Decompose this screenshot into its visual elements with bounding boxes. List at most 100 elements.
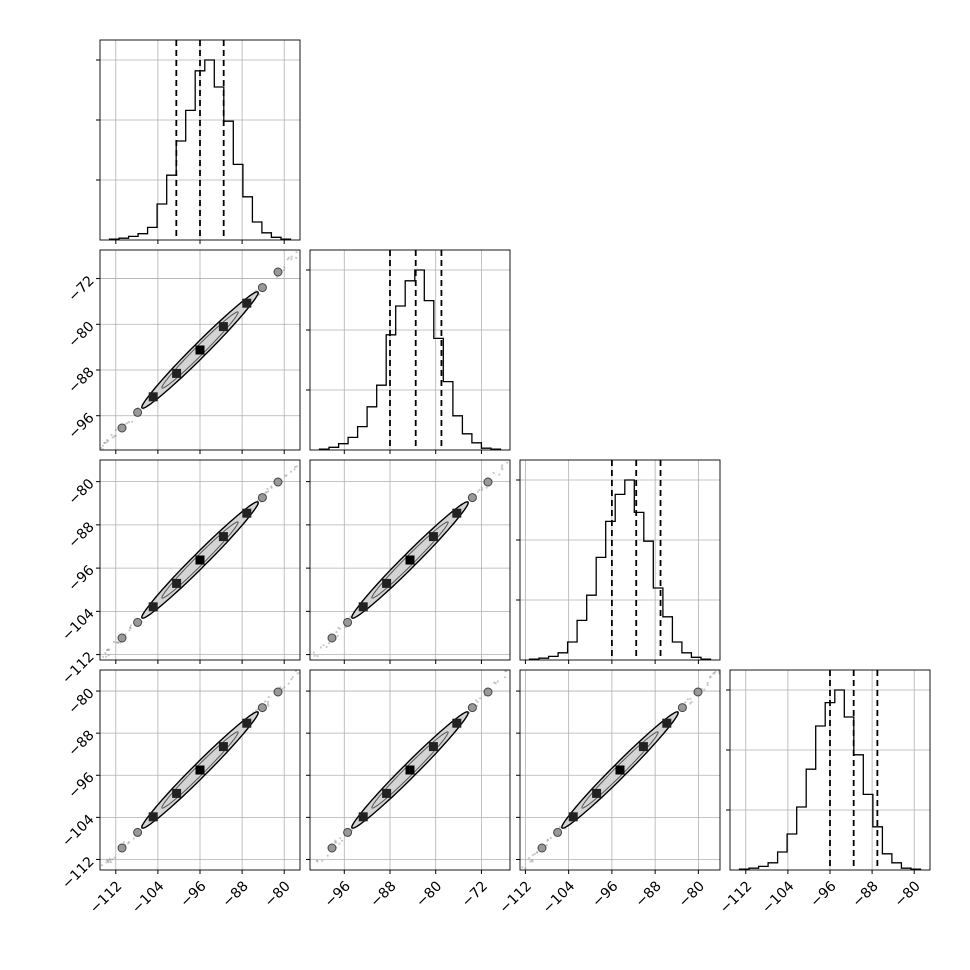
scatter-point [285, 474, 288, 477]
density-core [195, 765, 205, 775]
scatter-point [113, 435, 116, 438]
panel-frame [729, 669, 931, 871]
scatter-point [706, 681, 709, 685]
scatter-point [349, 615, 352, 619]
scatter-point [531, 854, 534, 857]
scatter-point [478, 488, 481, 491]
density-core [405, 765, 415, 775]
scatter-point [295, 465, 298, 468]
panel-content [520, 460, 720, 660]
scatter-point [104, 651, 107, 655]
scatter-point [496, 680, 499, 683]
panel-1-0: −72 −80 −88 −96 [65, 249, 301, 454]
density-core [382, 578, 392, 588]
scatter-point [105, 648, 109, 652]
y-tick-label: −80 [65, 476, 97, 508]
scatter-point [503, 676, 507, 679]
density-core [148, 812, 158, 822]
panel-frame [99, 459, 301, 661]
scatter-point [312, 651, 315, 654]
y-tick-label: −88 [65, 364, 97, 396]
panel-frame [99, 249, 301, 451]
scatter-point [335, 841, 338, 844]
scatter-point [506, 461, 509, 464]
panel-content [520, 670, 720, 870]
panel-content [100, 460, 300, 660]
scatter-point [114, 428, 117, 432]
scatter-point [112, 640, 116, 644]
panel-3-0: −80−88−96−104−112−112 −104 −96 −88 −80 [59, 669, 301, 917]
panel-content [100, 670, 300, 870]
panel-1-1 [306, 249, 511, 454]
scatter-point [533, 852, 537, 856]
density-core [405, 555, 415, 565]
scatter-point [476, 490, 479, 493]
panel-0-0 [96, 39, 301, 244]
scatter-point [295, 251, 298, 254]
scatter-point [289, 470, 293, 473]
x-tick-label: −88 [850, 878, 882, 910]
density-ring [327, 633, 337, 643]
y-tick-label: −72 [65, 273, 97, 305]
scatter-point [283, 686, 286, 689]
scatter-point [270, 485, 273, 488]
scatter-point [338, 627, 342, 630]
scatter-point [100, 864, 104, 867]
x-tick-label: −96 [807, 878, 839, 910]
panel-frame [519, 459, 721, 661]
scatter-point [267, 696, 270, 699]
scatter-point [107, 439, 110, 442]
scatter-point [107, 654, 110, 657]
x-tick-label: −104 [759, 878, 798, 917]
scatter-point [264, 491, 267, 494]
scatter-point [293, 468, 296, 471]
density-core [148, 602, 158, 612]
scatter-point [684, 701, 687, 704]
density-core [428, 742, 438, 752]
scatter-point [328, 642, 331, 645]
panel-2-1 [306, 459, 511, 664]
density-ring [273, 477, 283, 487]
density-ring [257, 493, 267, 503]
density-ring [257, 703, 267, 713]
scatter-point [536, 851, 539, 854]
density-core [452, 718, 462, 728]
density-core [218, 322, 228, 332]
panel-3-3: −112 −104 −96 −88 −80 [717, 669, 931, 917]
scatter-point [316, 860, 319, 863]
scatter-point [313, 654, 316, 657]
density-core [638, 742, 648, 752]
scatter-point [536, 851, 539, 854]
scatter-point [122, 841, 125, 844]
scatter-point [107, 859, 110, 862]
density-ring [117, 843, 127, 853]
scatter-point [546, 838, 549, 841]
panel-content [100, 40, 300, 240]
density-ring [133, 827, 143, 837]
x-tick-label: −88 [367, 878, 399, 910]
scatter-point [108, 857, 111, 860]
scatter-point [105, 439, 109, 442]
scatter-point [129, 626, 132, 630]
density-core [662, 718, 672, 728]
density-core [242, 718, 252, 728]
scatter-point [129, 626, 132, 629]
density-core [382, 788, 392, 798]
scatter-point [546, 839, 549, 842]
scatter-point [115, 641, 118, 644]
scatter-point [291, 676, 294, 679]
x-tick-label: −104 [540, 878, 579, 917]
density-ring [257, 283, 267, 293]
scatter-point [111, 858, 114, 861]
density-ring [133, 407, 143, 417]
scatter-point [290, 678, 293, 681]
scatter-point [524, 867, 527, 870]
scatter-point [126, 422, 129, 425]
y-tick-label: −112 [59, 649, 98, 688]
panel-3-1: −96 −88 −80 −72 [306, 669, 511, 911]
scatter-point [105, 441, 108, 444]
scatter-point [290, 255, 293, 258]
scatter-point [103, 441, 106, 444]
density-ring [467, 493, 477, 503]
panel-content [100, 250, 300, 450]
